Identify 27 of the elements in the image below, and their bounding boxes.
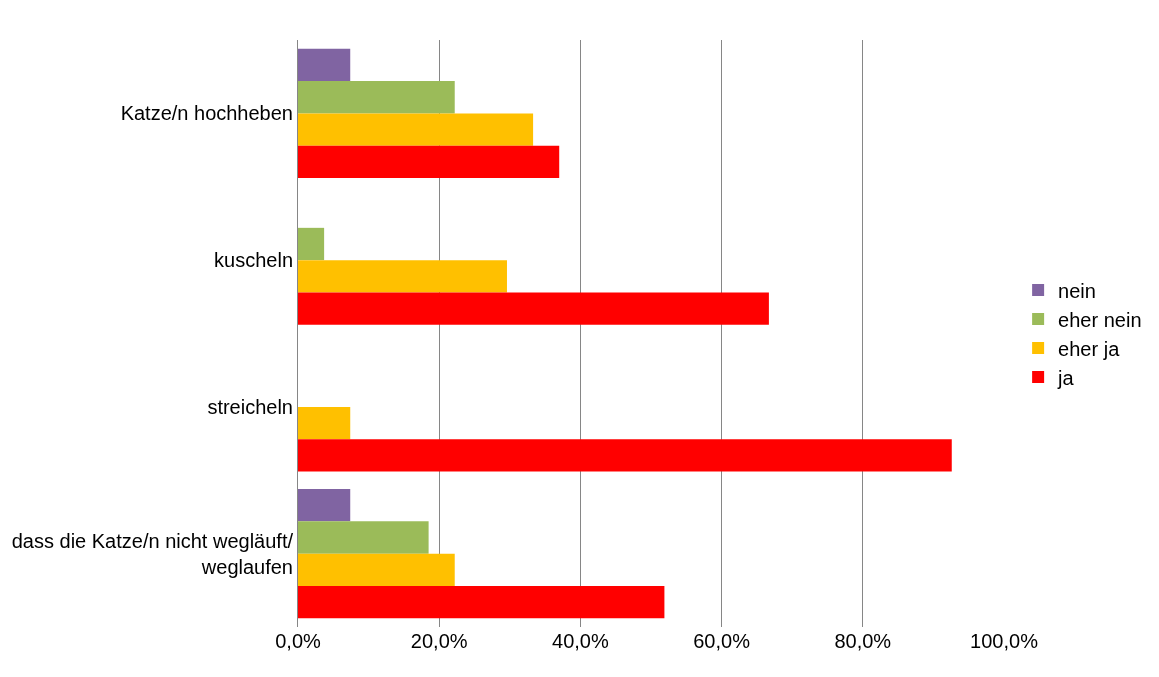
bar [298,439,952,472]
x-tick-label: 40,0% [552,630,609,652]
bar [298,227,325,261]
bar [298,585,665,619]
bar [298,489,351,522]
bar [298,48,351,82]
bar [298,406,351,440]
legend-label: ja [1057,366,1075,389]
x-tick-label: 100,0% [970,630,1039,652]
x-tick-label: 80,0% [834,630,892,652]
bar [298,145,560,178]
legend-label: nein [1058,279,1096,302]
bar [298,292,769,325]
bar [298,260,507,293]
bar [298,113,534,146]
bar [298,521,429,554]
x-tick-label: 0,0% [275,630,322,652]
y-tick-label: Katze/n hochheben [120,102,293,125]
x-tick-label: 60,0% [693,630,751,652]
y-tick-label: streicheln [207,395,293,418]
y-tick-label: dass die Katze/n nicht wegläuft/ weglaufen [11,529,294,578]
legend-label: eher nein [1058,308,1142,331]
legend-label: eher ja [1058,337,1121,360]
x-tick-label: 20,0% [410,630,468,652]
bar [298,81,455,114]
y-tick-label: kuscheln [214,249,293,272]
bar [298,553,455,586]
